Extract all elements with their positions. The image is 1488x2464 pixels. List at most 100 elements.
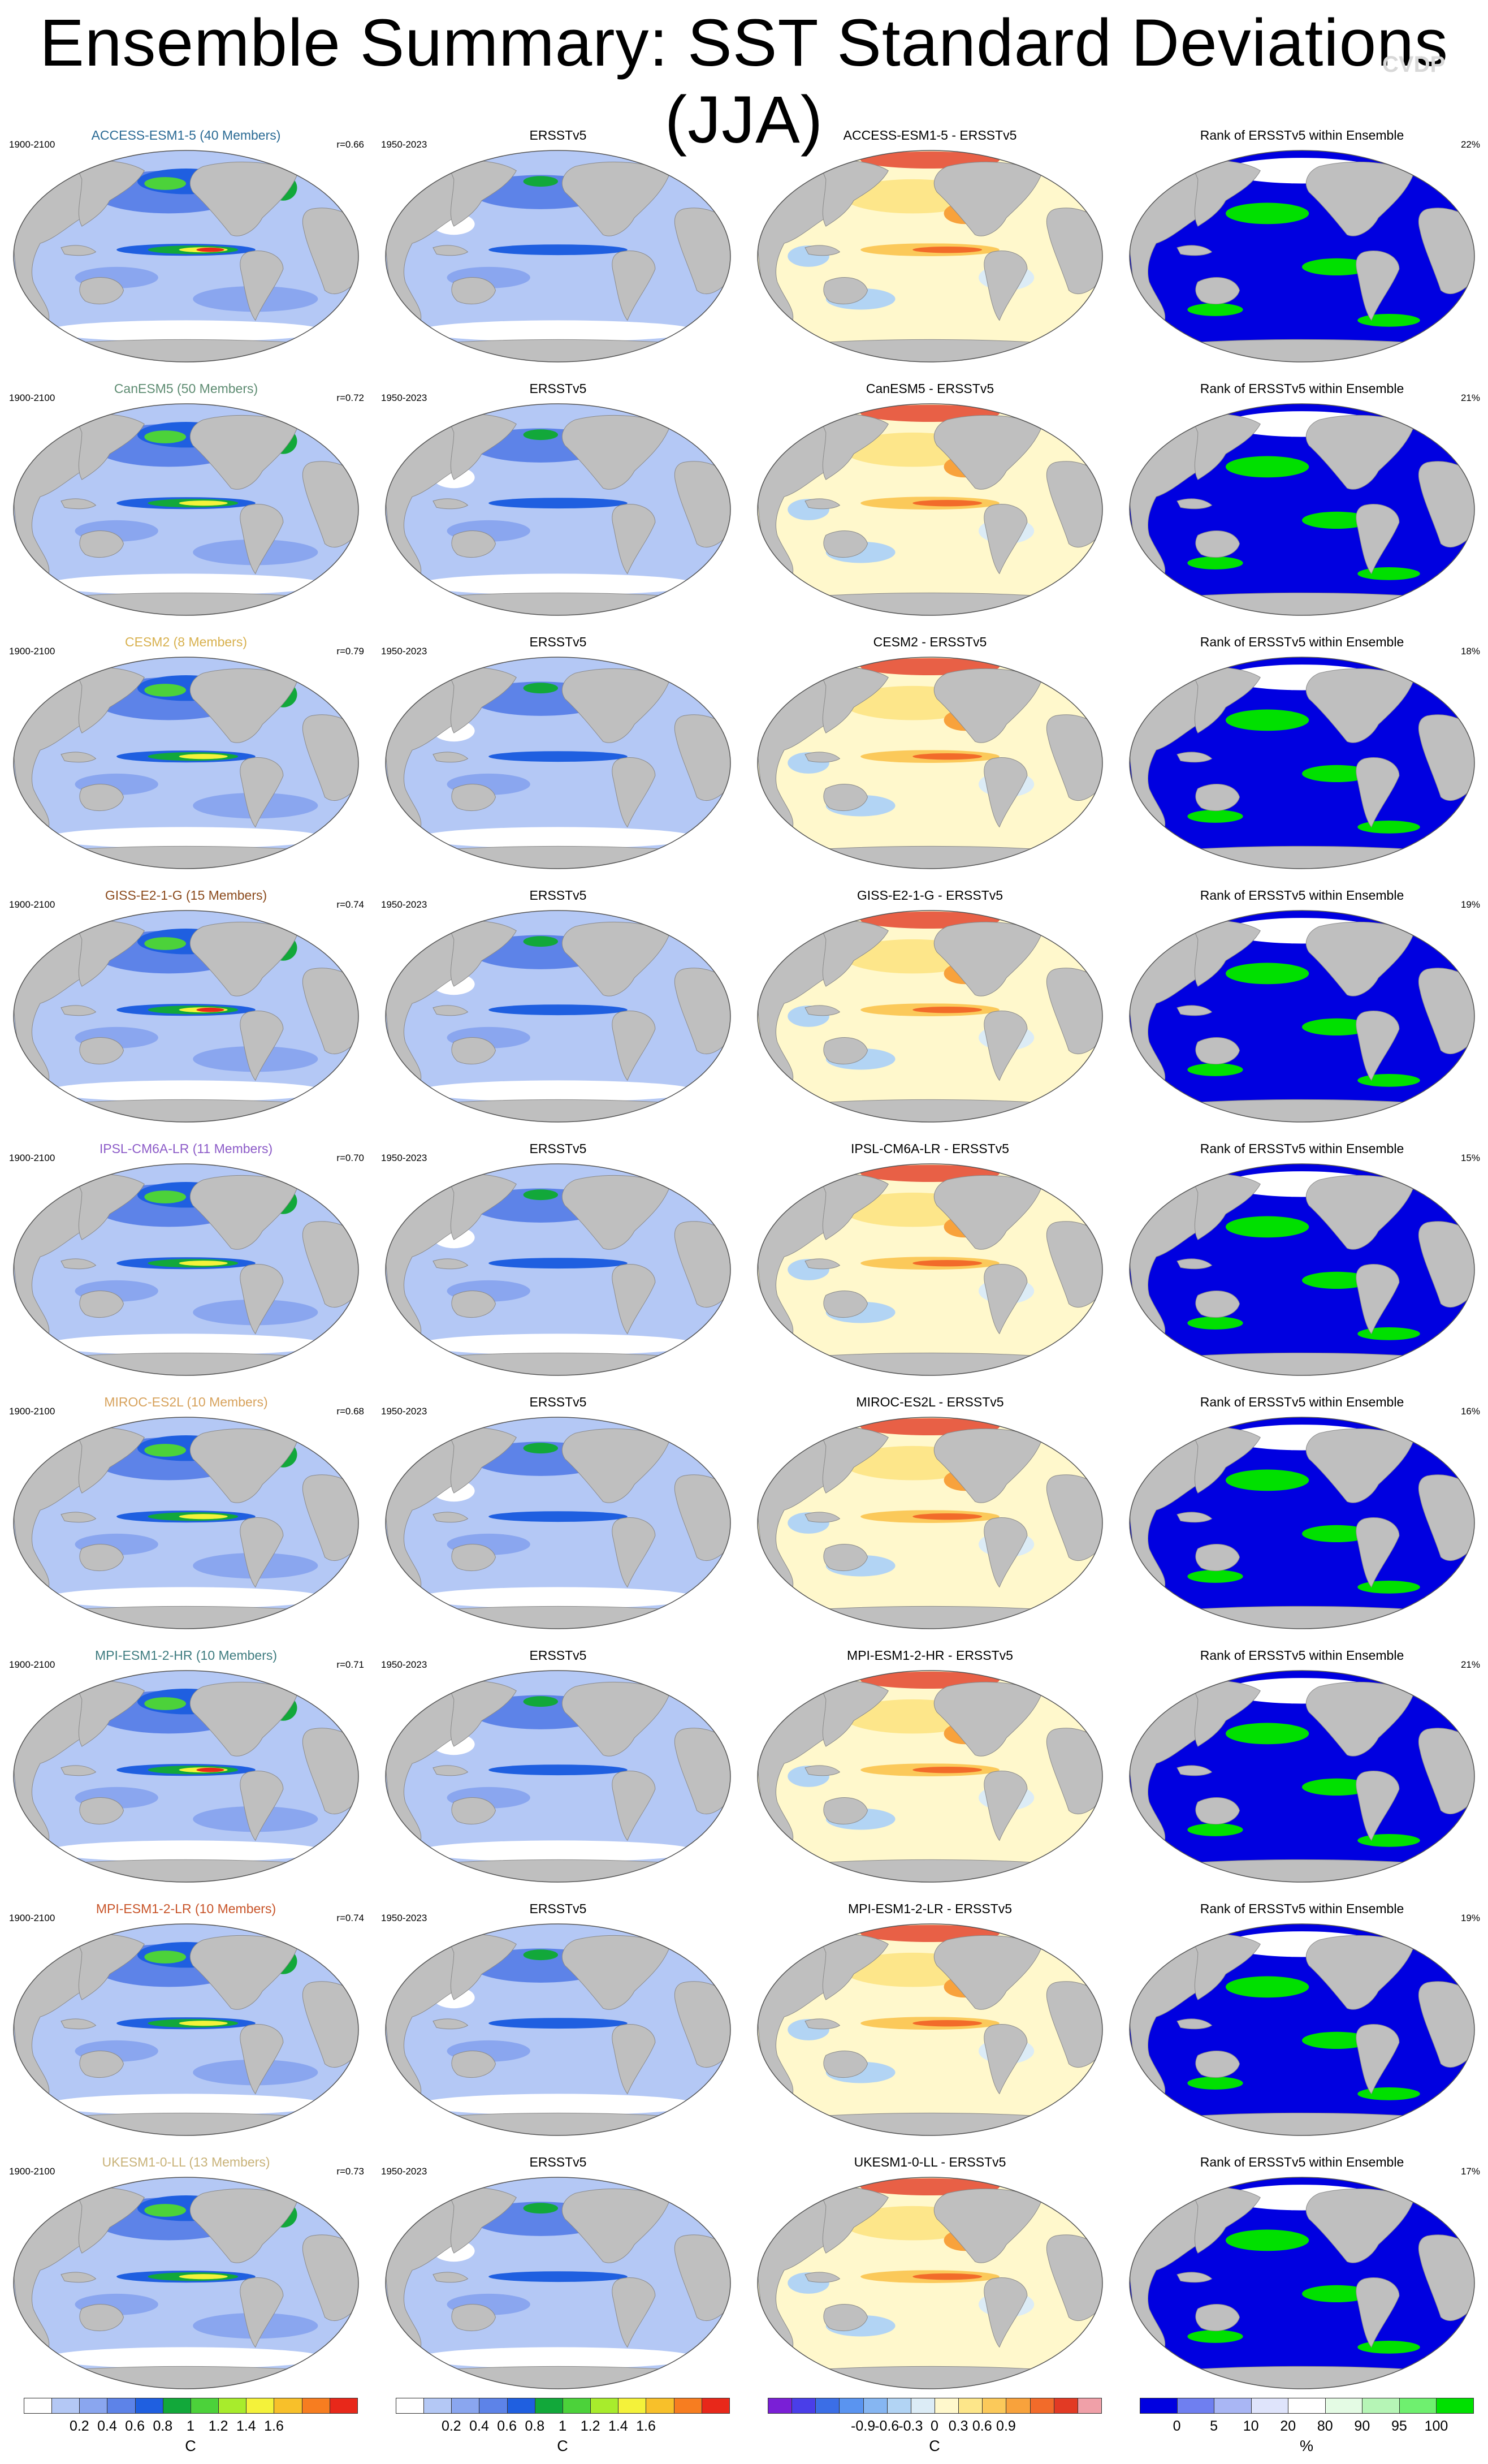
rank-panel: Rank of ERSSTv5 within Ensemble 17% — [1116, 2147, 1488, 2400]
model-std-map — [12, 909, 360, 1126]
model-title: IPSL-CM6A-LR (11 Members) — [99, 1141, 273, 1156]
colorbar-swatch — [1177, 2398, 1215, 2413]
rank-percent: 21% — [1460, 1659, 1480, 1670]
colorbar-swatch — [816, 2398, 840, 2413]
colorbar-tick-label: 1.4 — [236, 2418, 256, 2434]
obs-period: 1950-2023 — [381, 392, 427, 403]
obs-panel: ERSSTv5 1950-2023 — [372, 1640, 744, 1893]
obs-period: 1950-2023 — [381, 1913, 427, 1923]
rank-title: Rank of ERSSTv5 within Ensemble — [1200, 1395, 1404, 1409]
model-title: CESM2 (8 Members) — [125, 635, 247, 649]
colorbar-swatch — [274, 2398, 302, 2413]
rank-panel: Rank of ERSSTv5 within Ensemble 19% — [1116, 880, 1488, 1133]
difference-title: GISS-E2-1-G - ERSSTv5 — [857, 888, 1003, 903]
model-title: UKESM1-0-LL (13 Members) — [102, 2155, 270, 2169]
model-panel: IPSL-CM6A-LR (11 Members) 1900-2100 r=0.70 — [0, 1133, 372, 1387]
colorbar-swatch — [768, 2398, 793, 2413]
obs-period: 1950-2023 — [381, 1406, 427, 1417]
colorbar-swatch — [163, 2398, 191, 2413]
model-std-map — [12, 1923, 360, 2139]
colorbar-swatch — [983, 2398, 1007, 2413]
colorbar-tick-label: 95 — [1391, 2418, 1407, 2434]
colorbar-swatch — [911, 2398, 935, 2413]
colorbar-swatch — [52, 2398, 80, 2413]
colorbar-swatch — [1054, 2398, 1078, 2413]
obs-period: 1950-2023 — [381, 646, 427, 657]
model-title: MPI-ESM1-2-LR (10 Members) — [96, 1901, 276, 1916]
difference-panel: ACCESS-ESM1-5 - ERSSTv5 — [744, 120, 1116, 373]
rank-title: Rank of ERSSTv5 within Ensemble — [1200, 1141, 1404, 1156]
colorbar-tick-label: 1 — [559, 2418, 566, 2434]
colorbar-tick-label: 0.8 — [525, 2418, 545, 2434]
colorbar-tick-label: 1.2 — [208, 2418, 228, 2434]
colorbar-tick-label: 0.4 — [469, 2418, 489, 2434]
obs-period: 1950-2023 — [381, 2166, 427, 2177]
colorbar-swatch — [396, 2398, 425, 2413]
colorbar-swatch — [1030, 2398, 1054, 2413]
model-panel: GISS-E2-1-G (15 Members) 1900-2100 r=0.74 — [0, 880, 372, 1133]
rank-title: Rank of ERSSTv5 within Ensemble — [1200, 381, 1404, 396]
colorbar-tick-label: 10 — [1243, 2418, 1259, 2434]
colorbar-swatch — [535, 2398, 563, 2413]
colorbar-unit: C — [557, 2437, 568, 2454]
colorbar-tick-label: 0.6 — [497, 2418, 517, 2434]
rank-percent: 22% — [1460, 139, 1480, 150]
obs-panel: ERSSTv5 1950-2023 — [372, 1893, 744, 2147]
colorbar-swatch — [80, 2398, 108, 2413]
model-title: CanESM5 (50 Members) — [114, 381, 258, 396]
colorbar-swatch — [887, 2398, 911, 2413]
colorbar-tick-label: 0.4 — [97, 2418, 117, 2434]
model-std-map — [12, 1416, 360, 1633]
panel-row: MIROC-ES2L (10 Members) 1900-2100 r=0.68 ER… — [0, 1387, 1488, 1640]
colorbar-tick-label: 80 — [1317, 2418, 1333, 2434]
difference-title: CESM2 - ERSSTv5 — [873, 635, 987, 649]
model-std-map — [12, 149, 360, 366]
colorbar-tick-label: 0.8 — [153, 2418, 173, 2434]
obs-period: 1950-2023 — [381, 899, 427, 910]
rank-title: Rank of ERSSTv5 within Ensemble — [1200, 2155, 1404, 2169]
colorbar-swatch — [507, 2398, 535, 2413]
rank-panel: Rank of ERSSTv5 within Ensemble 18% — [1116, 627, 1488, 880]
model-period: 1900-2100 — [9, 899, 55, 910]
difference-map — [756, 149, 1104, 366]
model-period: 1900-2100 — [9, 1659, 55, 1670]
colorbar-swatch — [246, 2398, 275, 2413]
rank-percent: 19% — [1460, 899, 1480, 910]
pattern-correlation: r=0.74 — [336, 1913, 364, 1923]
obs-panel: ERSSTv5 1950-2023 — [372, 627, 744, 880]
colorbar-rank: 0 5 10 20 80 90 95 100% — [1126, 2391, 1477, 2459]
colorbar-tick-label: 0.2 — [69, 2418, 89, 2434]
obs-std-map — [384, 2176, 732, 2393]
obs-title: ERSSTv5 — [529, 1648, 587, 1663]
colorbar-swatch — [219, 2398, 247, 2413]
rank-percent: 15% — [1460, 1153, 1480, 1163]
pattern-correlation: r=0.71 — [336, 1659, 364, 1670]
rank-percent: 19% — [1460, 1913, 1480, 1923]
model-panel: MIROC-ES2L (10 Members) 1900-2100 r=0.68 — [0, 1387, 372, 1640]
obs-std-map — [384, 909, 732, 1126]
rank-percent: 17% — [1460, 2166, 1480, 2177]
rank-title: Rank of ERSSTv5 within Ensemble — [1200, 888, 1404, 903]
colorbar-swatch — [1214, 2398, 1252, 2413]
difference-panel: CanESM5 - ERSSTv5 — [744, 373, 1116, 627]
colorbar-swatch — [1288, 2398, 1326, 2413]
difference-title: ACCESS-ESM1-5 - ERSSTv5 — [843, 128, 1017, 143]
obs-title: ERSSTv5 — [529, 1395, 587, 1409]
obs-period: 1950-2023 — [381, 1153, 427, 1163]
colorbar-sst-std-model: 0.2 0.4 0.6 0.8 1 1.2 1.4 1.6 C — [10, 2391, 361, 2459]
colorbar-swatch — [1399, 2398, 1437, 2413]
colorbar-swatches — [768, 2398, 1102, 2414]
colorbar-swatch — [1251, 2398, 1289, 2413]
obs-std-map — [384, 1669, 732, 1886]
colorbar-tick-label: 0 — [1173, 2418, 1181, 2434]
obs-panel: ERSSTv5 1950-2023 — [372, 120, 744, 373]
obs-std-map — [384, 403, 732, 619]
colorbar-swatch — [1362, 2398, 1400, 2413]
colorbar-unit: % — [1299, 2437, 1314, 2454]
colorbar-swatches — [24, 2398, 358, 2414]
colorbar-swatch — [792, 2398, 816, 2413]
obs-std-map — [384, 149, 732, 366]
colorbar-tick-label: 90 — [1354, 2418, 1370, 2434]
model-period: 1900-2100 — [9, 392, 55, 403]
obs-period: 1950-2023 — [381, 1659, 427, 1670]
